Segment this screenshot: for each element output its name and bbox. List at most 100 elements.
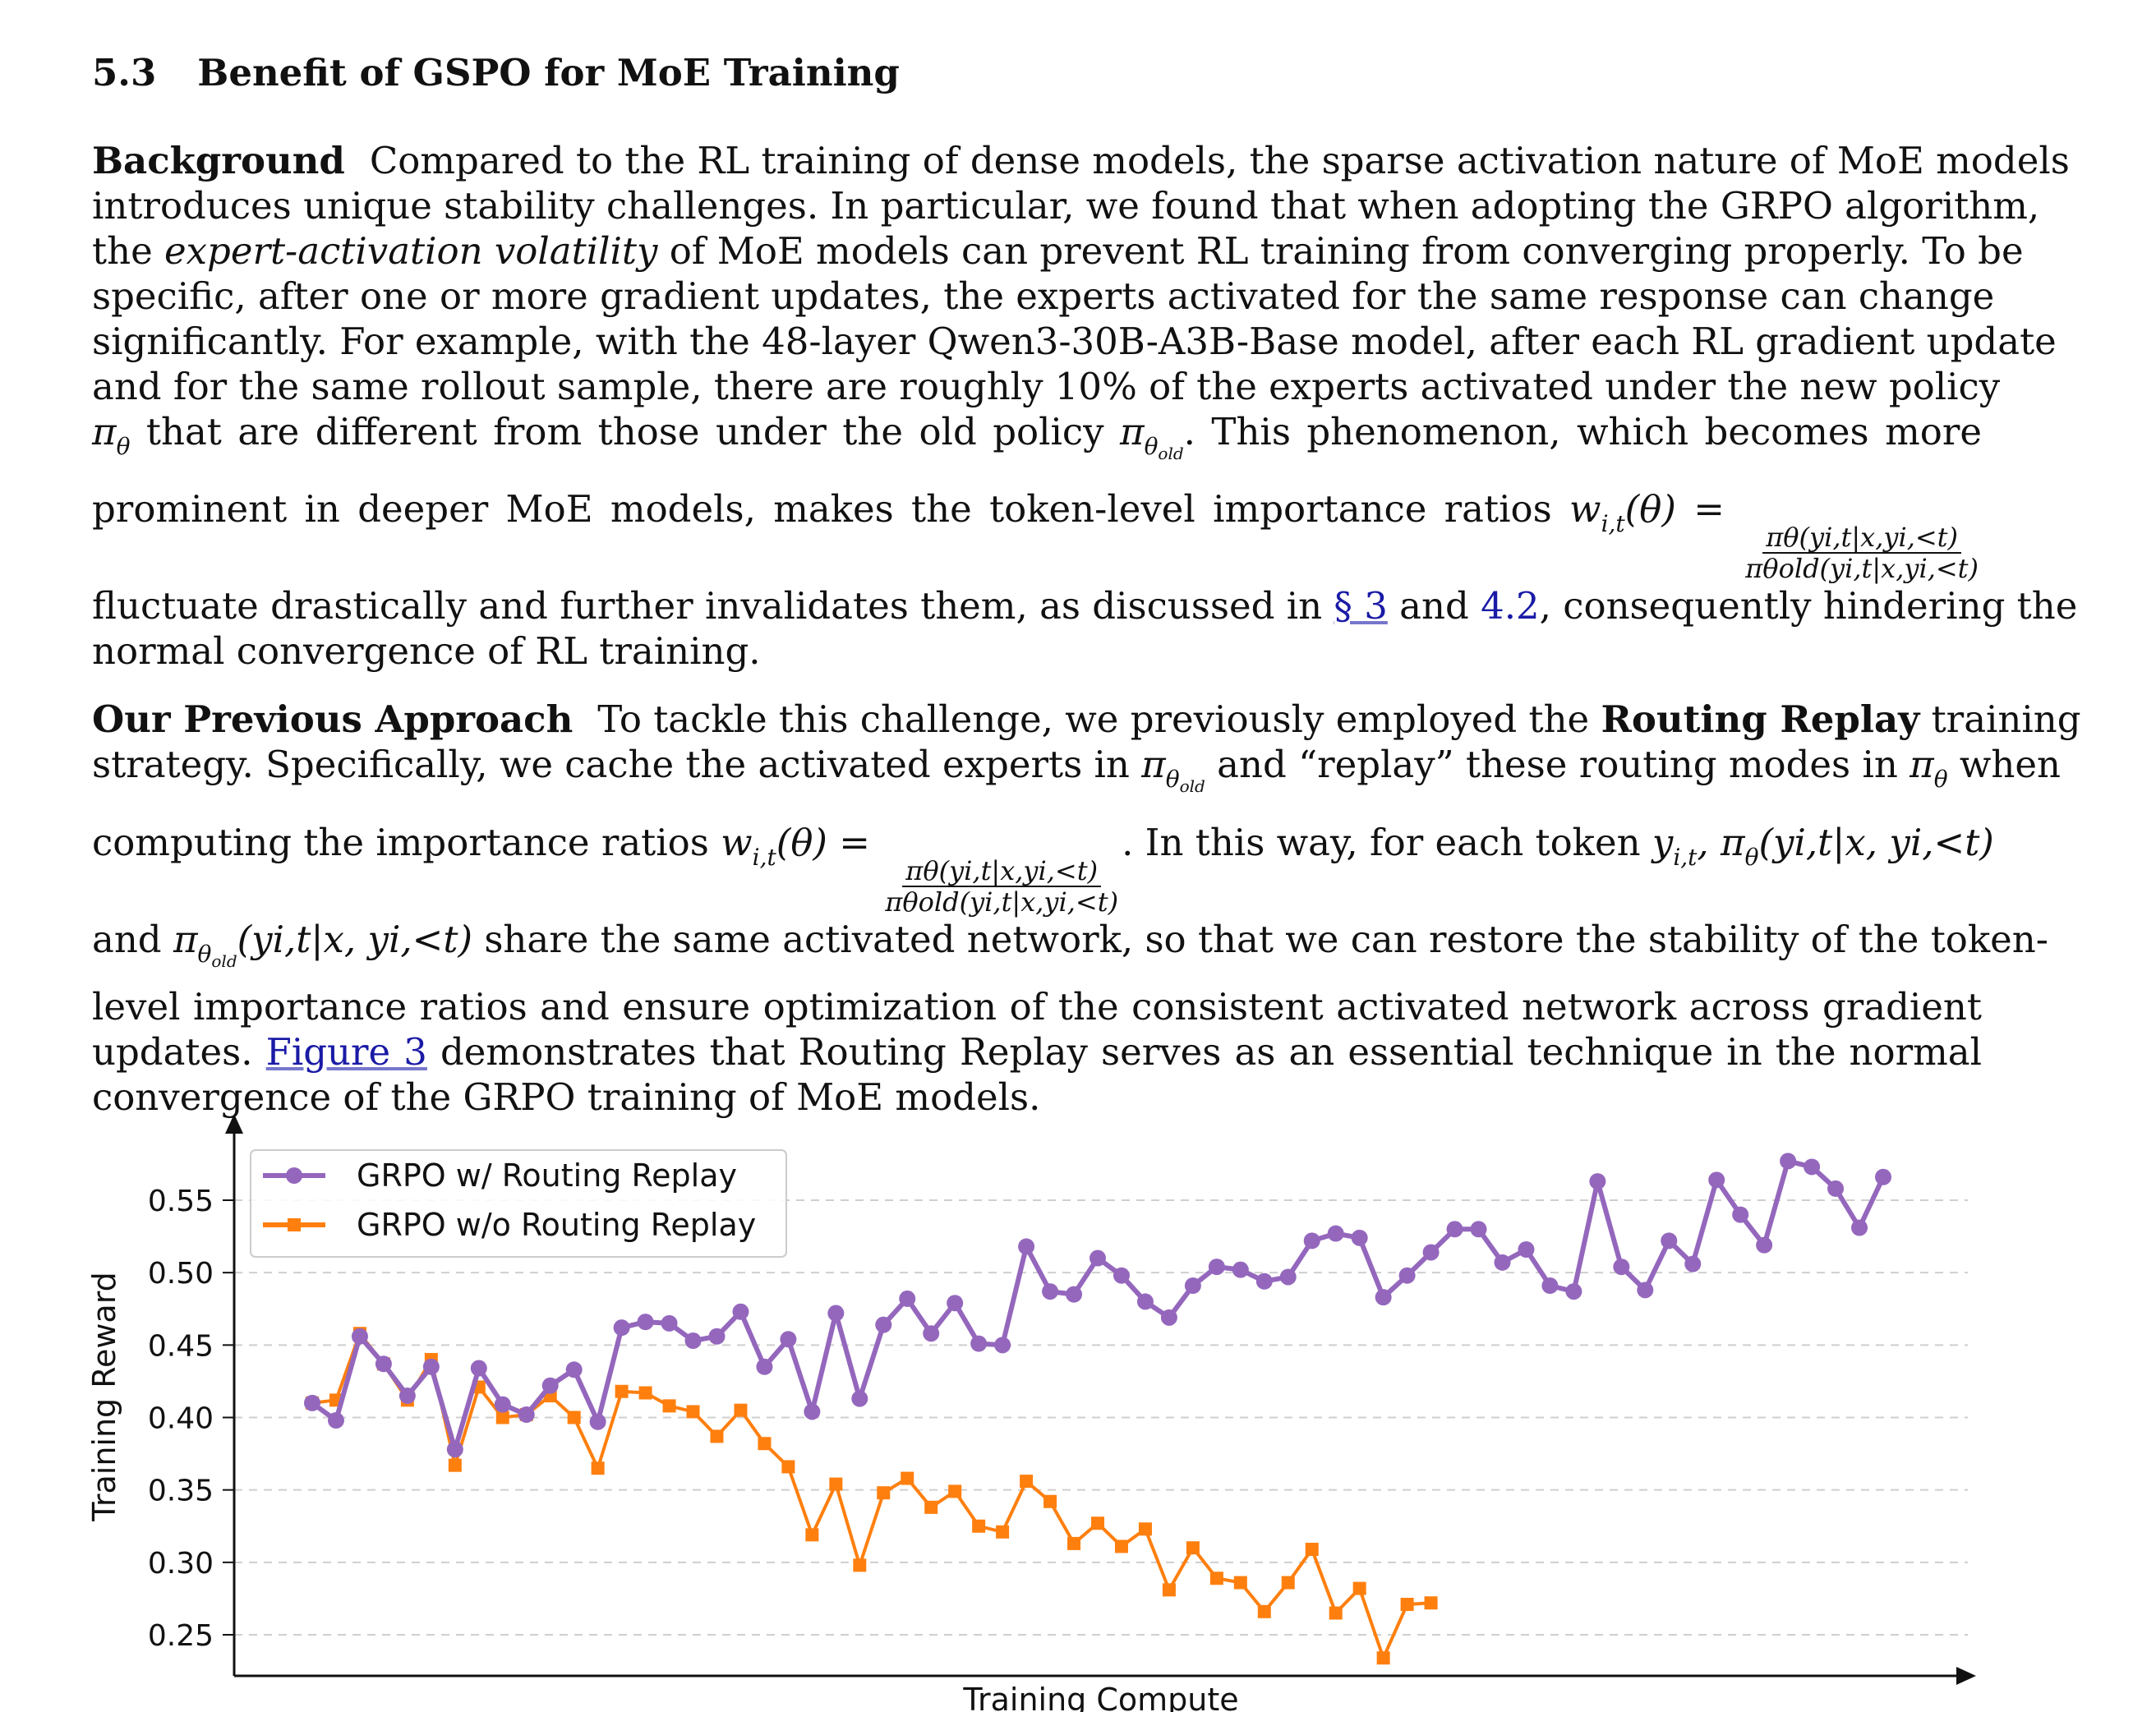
data-point-routing-replay — [875, 1316, 892, 1333]
data-point-routing-replay — [1541, 1277, 1559, 1295]
math-pi-theta-old: πθold — [1141, 743, 1205, 796]
math-ratio-fraction: πθ(yi,t|x,yi,<t) πθold(yi,t|x,yi,<t) — [885, 855, 1119, 918]
text-line: level importance ratios and ensure optim… — [92, 985, 1982, 1029]
data-point-routing-replay — [1113, 1267, 1130, 1284]
data-point-no-routing-replay — [1424, 1596, 1438, 1610]
y-tick-label: 0.55 — [148, 1185, 214, 1218]
previous-approach-paragraph: Our Previous Approach To tackle this chal… — [92, 697, 2081, 1120]
data-point-routing-replay — [1613, 1259, 1630, 1276]
y-tick-label: 0.30 — [148, 1547, 214, 1581]
previous-approach-heading: Our Previous Approach — [92, 697, 574, 741]
data-point-no-routing-replay — [948, 1484, 962, 1498]
text-line: significantly. For example, with the 48-… — [92, 320, 2057, 363]
data-point-no-routing-replay — [829, 1477, 843, 1491]
legend-marker-no-routing-replay — [288, 1218, 301, 1231]
data-point-no-routing-replay — [1043, 1494, 1057, 1508]
math-token: yi,t, — [1652, 821, 1709, 871]
data-point-routing-replay — [1661, 1232, 1678, 1249]
data-point-routing-replay — [1136, 1293, 1154, 1310]
y-tick-label: 0.45 — [148, 1329, 214, 1363]
data-point-no-routing-replay — [972, 1519, 986, 1533]
data-point-no-routing-replay — [1091, 1516, 1104, 1530]
data-point-routing-replay — [684, 1332, 702, 1350]
math-pi-theta-old: πθold — [1119, 410, 1184, 463]
data-point-no-routing-replay — [662, 1399, 676, 1413]
data-point-routing-replay — [851, 1390, 868, 1407]
data-point-routing-replay — [1279, 1268, 1297, 1286]
data-point-no-routing-replay — [1138, 1522, 1152, 1536]
data-point-routing-replay — [1066, 1286, 1083, 1303]
text-line: and for the same rollout sample, there a… — [92, 365, 2001, 408]
legend-marker-routing-replay — [286, 1167, 302, 1184]
data-point-no-routing-replay — [686, 1405, 700, 1419]
section-3-link[interactable]: § 3 — [1334, 584, 1388, 628]
math-ratio-fraction: πθ(yi,t|x,yi,<t) πθold(yi,t|x,yi,<t) — [1745, 522, 1979, 584]
x-axis-label: Training Compute — [962, 1682, 1238, 1712]
section-heading: 5.3 Benefit of GSPO for MoE Training — [92, 51, 900, 94]
background-paragraph: Background Compared to the RL training of… — [92, 138, 2077, 674]
text-line: prominent in deeper MoE models, makes th… — [92, 476, 1982, 583]
text-line: updates. Figure 3 demonstrates that Rout… — [92, 1030, 1983, 1074]
data-point-routing-replay — [1637, 1282, 1654, 1299]
section-number: 5.3 — [92, 51, 157, 94]
section-4-2-link[interactable]: 4.2 — [1481, 584, 1540, 628]
text-line: Background Compared to the RL training of… — [92, 139, 2070, 182]
data-point-no-routing-replay — [495, 1411, 509, 1424]
data-point-routing-replay — [422, 1358, 440, 1375]
data-point-no-routing-replay — [1162, 1583, 1176, 1597]
data-point-routing-replay — [1470, 1221, 1487, 1238]
data-point-routing-replay — [1684, 1255, 1702, 1272]
data-point-no-routing-replay — [1233, 1576, 1247, 1590]
data-point-routing-replay — [1375, 1289, 1392, 1306]
y-tick-label: 0.35 — [148, 1475, 214, 1508]
data-point-routing-replay — [541, 1377, 559, 1394]
data-point-no-routing-replay — [1352, 1581, 1366, 1595]
data-point-routing-replay — [899, 1290, 916, 1307]
data-point-no-routing-replay — [877, 1486, 891, 1500]
math-pi-theta-cond: πθ(yi,t|x, yi,<t) — [1721, 821, 1994, 871]
data-point-routing-replay — [518, 1406, 535, 1423]
data-point-no-routing-replay — [996, 1525, 1010, 1539]
data-point-no-routing-replay — [1209, 1572, 1223, 1585]
data-point-routing-replay — [1232, 1261, 1249, 1278]
data-point-routing-replay — [732, 1303, 749, 1320]
data-point-routing-replay — [1184, 1277, 1201, 1295]
data-point-no-routing-replay — [1376, 1651, 1390, 1665]
text-line: convergence of the GRPO training of MoE … — [92, 1075, 1041, 1119]
data-point-routing-replay — [637, 1314, 654, 1331]
math-weight: wi,t(θ) = — [721, 821, 870, 871]
data-point-routing-replay — [923, 1325, 940, 1342]
data-point-routing-replay — [1303, 1232, 1320, 1249]
data-point-routing-replay — [1494, 1254, 1511, 1271]
data-point-routing-replay — [1565, 1283, 1582, 1300]
text-line: introduces unique stability challenges. … — [92, 184, 2040, 228]
data-point-no-routing-replay — [615, 1384, 629, 1398]
data-point-routing-replay — [1327, 1225, 1344, 1242]
legend: GRPO w/ Routing Replay GRPO w/o Routing … — [250, 1149, 787, 1258]
data-point-no-routing-replay — [1020, 1475, 1034, 1489]
data-point-no-routing-replay — [853, 1558, 867, 1572]
text-line: the expert-activation volatility of MoE … — [92, 229, 2024, 273]
data-point-no-routing-replay — [781, 1460, 795, 1474]
data-point-routing-replay — [1756, 1236, 1773, 1254]
data-point-routing-replay — [589, 1413, 606, 1430]
data-point-routing-replay — [1160, 1309, 1177, 1326]
data-point-routing-replay — [1732, 1206, 1749, 1223]
legend-label-routing-replay: GRPO w/ Routing Replay — [357, 1157, 737, 1194]
data-point-routing-replay — [1446, 1221, 1463, 1238]
data-point-routing-replay — [375, 1355, 392, 1373]
text-line: computing the importance ratios wi,t(θ) … — [92, 821, 1994, 918]
data-point-routing-replay — [1018, 1238, 1035, 1255]
data-point-routing-replay — [1708, 1171, 1725, 1189]
figure-3-link[interactable]: Figure 3 — [265, 1030, 427, 1074]
math-pi-theta: πθ — [92, 410, 131, 460]
data-point-no-routing-replay — [901, 1471, 914, 1485]
text-line: and πθold(yi,t|x, yi,<t) share the same … — [92, 918, 2048, 971]
legend-label-no-routing-replay: GRPO w/o Routing Replay — [357, 1207, 756, 1243]
data-point-routing-replay — [1042, 1283, 1059, 1300]
emphasis-term: expert-activation volatility — [164, 229, 658, 273]
data-point-routing-replay — [1851, 1219, 1868, 1236]
data-point-routing-replay — [304, 1394, 320, 1411]
data-point-routing-replay — [494, 1396, 511, 1413]
data-point-routing-replay — [780, 1331, 797, 1348]
